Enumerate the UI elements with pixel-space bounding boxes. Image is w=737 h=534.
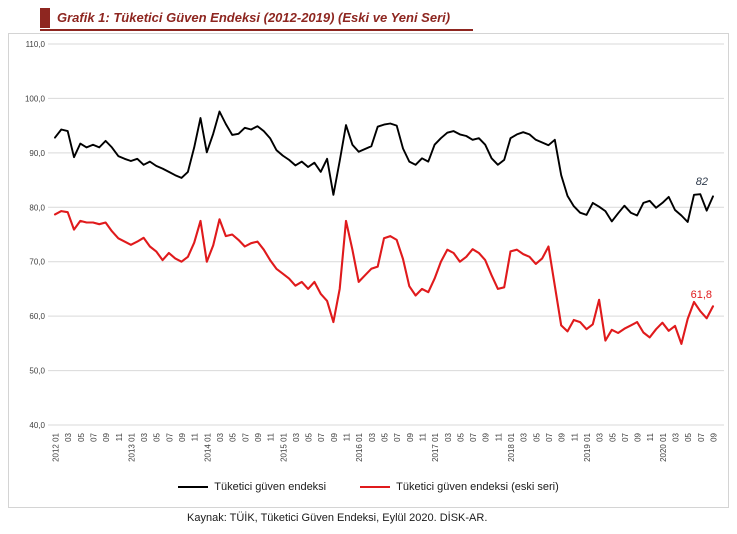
x-axis-tick-label: 05 [608, 432, 617, 441]
x-axis-tick-label: 03 [672, 432, 681, 441]
x-axis-tick-label: 07 [621, 432, 630, 441]
x-axis-tick-label: 03 [292, 432, 301, 441]
x-axis-tick-label: 2018 01 [507, 432, 516, 461]
x-axis-tick-label: 11 [494, 432, 503, 441]
source-caption: Kaynak: TÜİK, Tüketici Güven Endeksi, Ey… [187, 512, 488, 524]
x-axis-tick-label: 2016 01 [355, 432, 364, 461]
legend-marker-new-series [178, 486, 209, 488]
x-axis-tick-label: 05 [456, 432, 465, 441]
x-axis-tick-label: 05 [153, 432, 162, 441]
legend-label-old-series: Tüketici güven endeksi (eski seri) [396, 481, 559, 493]
legend-item-old-series: Tüketici güven endeksi (eski seri) [360, 481, 559, 493]
x-axis-tick-label: 03 [444, 432, 453, 441]
x-axis-tick-label: 05 [532, 432, 541, 441]
x-axis-tick-label: 05 [381, 432, 390, 441]
y-axis-tick-label: 60,0 [29, 312, 45, 321]
x-axis-tick-label: 07 [165, 432, 174, 441]
x-axis-tick-label: 07 [469, 432, 478, 441]
annotation-new-series-value: 82 [695, 176, 708, 188]
x-axis-tick-label: 07 [545, 432, 554, 441]
title-underline [40, 29, 473, 31]
x-axis-tick-label: 05 [77, 432, 86, 441]
x-axis-tick-label: 2020 01 [659, 432, 668, 461]
x-axis-tick-label: 2014 01 [203, 432, 212, 461]
x-axis-tick-label: 11 [570, 432, 579, 441]
x-axis-tick-label: 03 [64, 432, 73, 441]
x-axis-tick-label: 09 [710, 432, 719, 441]
x-axis-tick-label: 2017 01 [431, 432, 440, 461]
chart-plot: 110,0 100,0 90,0 80,0 70,0 60,0 50,0 40,0 2012 0… [25, 40, 724, 462]
x-axis-tick-label: 09 [558, 432, 567, 441]
x-axis-tick-label: 09 [634, 432, 643, 441]
x-axis-tick-label: 09 [102, 432, 111, 441]
y-axis-tick-label: 100,0 [25, 94, 46, 103]
x-axis-tick-label: 09 [254, 432, 263, 441]
x-axis-tick-label: 05 [684, 432, 693, 441]
x-axis-tick-label: 11 [115, 432, 124, 441]
y-axis-tick-label: 50,0 [29, 367, 45, 376]
y-axis-tick-label: 80,0 [29, 203, 45, 212]
x-axis-tick-label: 11 [267, 432, 276, 441]
x-axis-tick-label: 07 [317, 432, 326, 441]
x-axis-tick-label: 11 [418, 432, 427, 441]
legend-marker-old-series [360, 486, 391, 488]
series-line-old [53, 210, 715, 345]
title-marker [40, 8, 50, 28]
x-axis-tick-label: 11 [343, 432, 352, 441]
legend-label-new-series: Tüketici güven endeksi [214, 481, 327, 493]
x-axis-tick-label: 05 [229, 432, 238, 441]
x-axis-tick-label: 11 [191, 432, 200, 441]
y-axis-tick-label: 90,0 [29, 149, 45, 158]
chart-area: 110,0 100,0 90,0 80,0 70,0 60,0 50,0 40,0 2012 0… [8, 33, 729, 508]
x-axis-tick-label: 2013 01 [127, 432, 136, 461]
title-row: Grafik 1: Tüketici Güven Endeksi (2012-2… [40, 8, 450, 28]
y-axis-tick-label: 40,0 [29, 421, 45, 430]
x-axis-tick-label: 2012 01 [52, 432, 61, 461]
x-axis-tick-label: 09 [406, 432, 415, 441]
x-axis-tick-label: 03 [216, 432, 225, 441]
legend: Tüketici güven endeksi Tüketici güven en… [8, 481, 729, 493]
y-axis-tick-label: 70,0 [29, 258, 45, 267]
x-axis-tick-label: 2019 01 [583, 432, 592, 461]
x-axis-tick-label: 07 [393, 432, 402, 441]
x-axis-tick-label: 03 [140, 432, 149, 441]
x-axis-tick-label: 03 [596, 432, 605, 441]
x-axis-tick-label: 07 [697, 432, 706, 441]
x-axis-tick-label: 05 [305, 432, 314, 441]
x-axis-tick-label: 03 [368, 432, 377, 441]
x-axis-tick-label: 03 [520, 432, 529, 441]
x-axis-tick-label: 2015 01 [279, 432, 288, 461]
legend-item-new-series: Tüketici güven endeksi [178, 481, 326, 493]
x-axis-tick-label: 09 [330, 432, 339, 441]
x-axis-tick-label: 09 [482, 432, 491, 441]
x-axis-tick-label: 07 [241, 432, 250, 441]
x-axis-tick-label: 11 [646, 432, 655, 441]
x-axis-tick-label: 09 [178, 432, 187, 441]
y-axis-tick-label: 110,0 [26, 40, 46, 49]
x-axis-tick-label: 07 [89, 432, 98, 441]
chart-title: Grafik 1: Tüketici Güven Endeksi (2012-2… [57, 10, 451, 25]
series-line-new [54, 110, 714, 223]
annotation-old-series-value: 61,8 [690, 289, 712, 301]
